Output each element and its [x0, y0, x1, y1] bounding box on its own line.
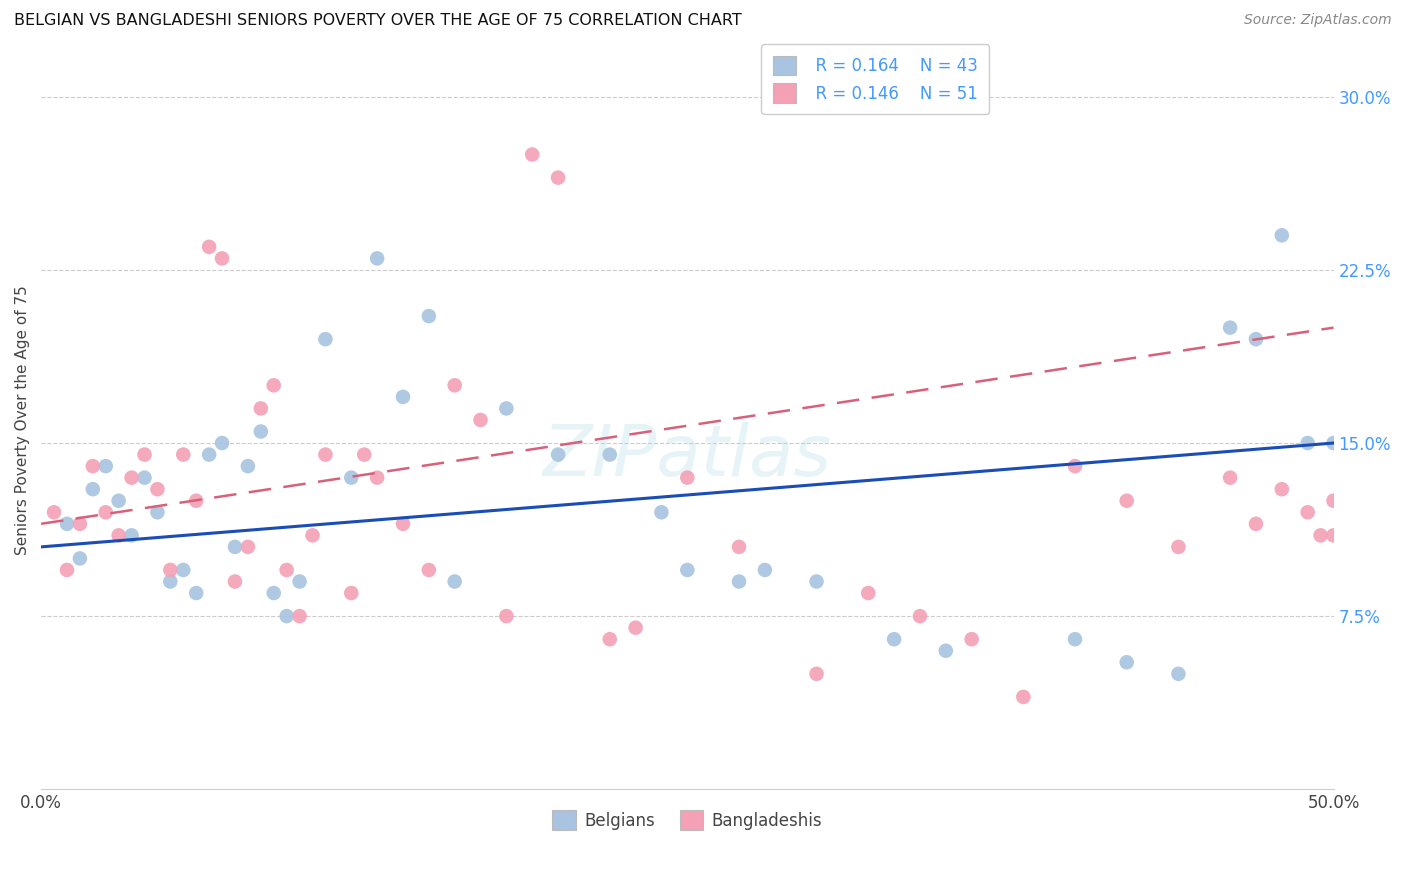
Point [418, 309, 440, 323]
Point [134, 470, 156, 484]
Point [495, 609, 517, 624]
Point [94, 505, 117, 519]
Point [599, 632, 621, 647]
Point [1219, 320, 1241, 334]
Point [198, 448, 221, 462]
Point [159, 563, 181, 577]
Point [276, 563, 298, 577]
Point [1219, 470, 1241, 484]
Point [236, 540, 259, 554]
Point [960, 632, 983, 647]
Legend: Belgians, Bangladeshis: Belgians, Bangladeshis [546, 804, 828, 837]
Point [1271, 228, 1294, 243]
Point [42, 505, 65, 519]
Point [107, 493, 129, 508]
Point [1244, 332, 1267, 346]
Point [314, 332, 336, 346]
Point [121, 528, 143, 542]
Point [340, 586, 363, 600]
Point [121, 470, 143, 484]
Point [1244, 516, 1267, 531]
Point [676, 563, 699, 577]
Point [806, 574, 828, 589]
Point [236, 459, 259, 474]
Point [806, 666, 828, 681]
Point [1115, 655, 1137, 669]
Point [159, 574, 181, 589]
Text: ZIPatlas: ZIPatlas [543, 423, 832, 491]
Point [82, 459, 104, 474]
Point [470, 413, 492, 427]
Point [624, 621, 647, 635]
Point [263, 586, 285, 600]
Point [935, 644, 957, 658]
Point [263, 378, 285, 392]
Point [56, 516, 79, 531]
Point [211, 436, 233, 450]
Point [107, 528, 129, 542]
Point [198, 240, 221, 254]
Point [392, 516, 415, 531]
Point [1167, 666, 1189, 681]
Point [134, 448, 156, 462]
Point [314, 448, 336, 462]
Point [1322, 436, 1344, 450]
Point [288, 609, 311, 624]
Point [599, 448, 621, 462]
Point [69, 551, 91, 566]
Text: Source: ZipAtlas.com: Source: ZipAtlas.com [1244, 13, 1392, 28]
Point [1322, 528, 1344, 542]
Point [1309, 528, 1331, 542]
Text: BELGIAN VS BANGLADESHI SENIORS POVERTY OVER THE AGE OF 75 CORRELATION CHART: BELGIAN VS BANGLADESHI SENIORS POVERTY O… [14, 13, 742, 29]
Point [728, 574, 751, 589]
Point [250, 401, 273, 416]
Point [186, 493, 208, 508]
Point [495, 401, 517, 416]
Point [908, 609, 931, 624]
Point [1296, 505, 1319, 519]
Point [224, 540, 246, 554]
Point [56, 563, 79, 577]
Point [94, 459, 117, 474]
Point [301, 528, 323, 542]
Point [224, 574, 246, 589]
Point [443, 574, 465, 589]
Point [172, 448, 194, 462]
Point [1322, 493, 1344, 508]
Point [418, 563, 440, 577]
Point [82, 482, 104, 496]
Point [754, 563, 776, 577]
Point [883, 632, 905, 647]
Point [340, 470, 363, 484]
Point [728, 540, 751, 554]
Point [146, 505, 169, 519]
Point [1064, 632, 1087, 647]
Point [1064, 459, 1087, 474]
Point [250, 425, 273, 439]
Point [366, 252, 388, 266]
Point [650, 505, 672, 519]
Point [392, 390, 415, 404]
Point [858, 586, 880, 600]
Point [366, 470, 388, 484]
Point [186, 586, 208, 600]
Point [1115, 493, 1137, 508]
Point [172, 563, 194, 577]
Point [522, 147, 544, 161]
Point [69, 516, 91, 531]
Point [353, 448, 375, 462]
Point [1296, 436, 1319, 450]
Point [547, 448, 569, 462]
Point [1271, 482, 1294, 496]
Point [288, 574, 311, 589]
Point [1167, 540, 1189, 554]
Point [443, 378, 465, 392]
Point [1012, 690, 1035, 704]
Point [547, 170, 569, 185]
Point [676, 470, 699, 484]
Point [211, 252, 233, 266]
Point [146, 482, 169, 496]
Point [276, 609, 298, 624]
Y-axis label: Seniors Poverty Over the Age of 75: Seniors Poverty Over the Age of 75 [15, 285, 30, 555]
